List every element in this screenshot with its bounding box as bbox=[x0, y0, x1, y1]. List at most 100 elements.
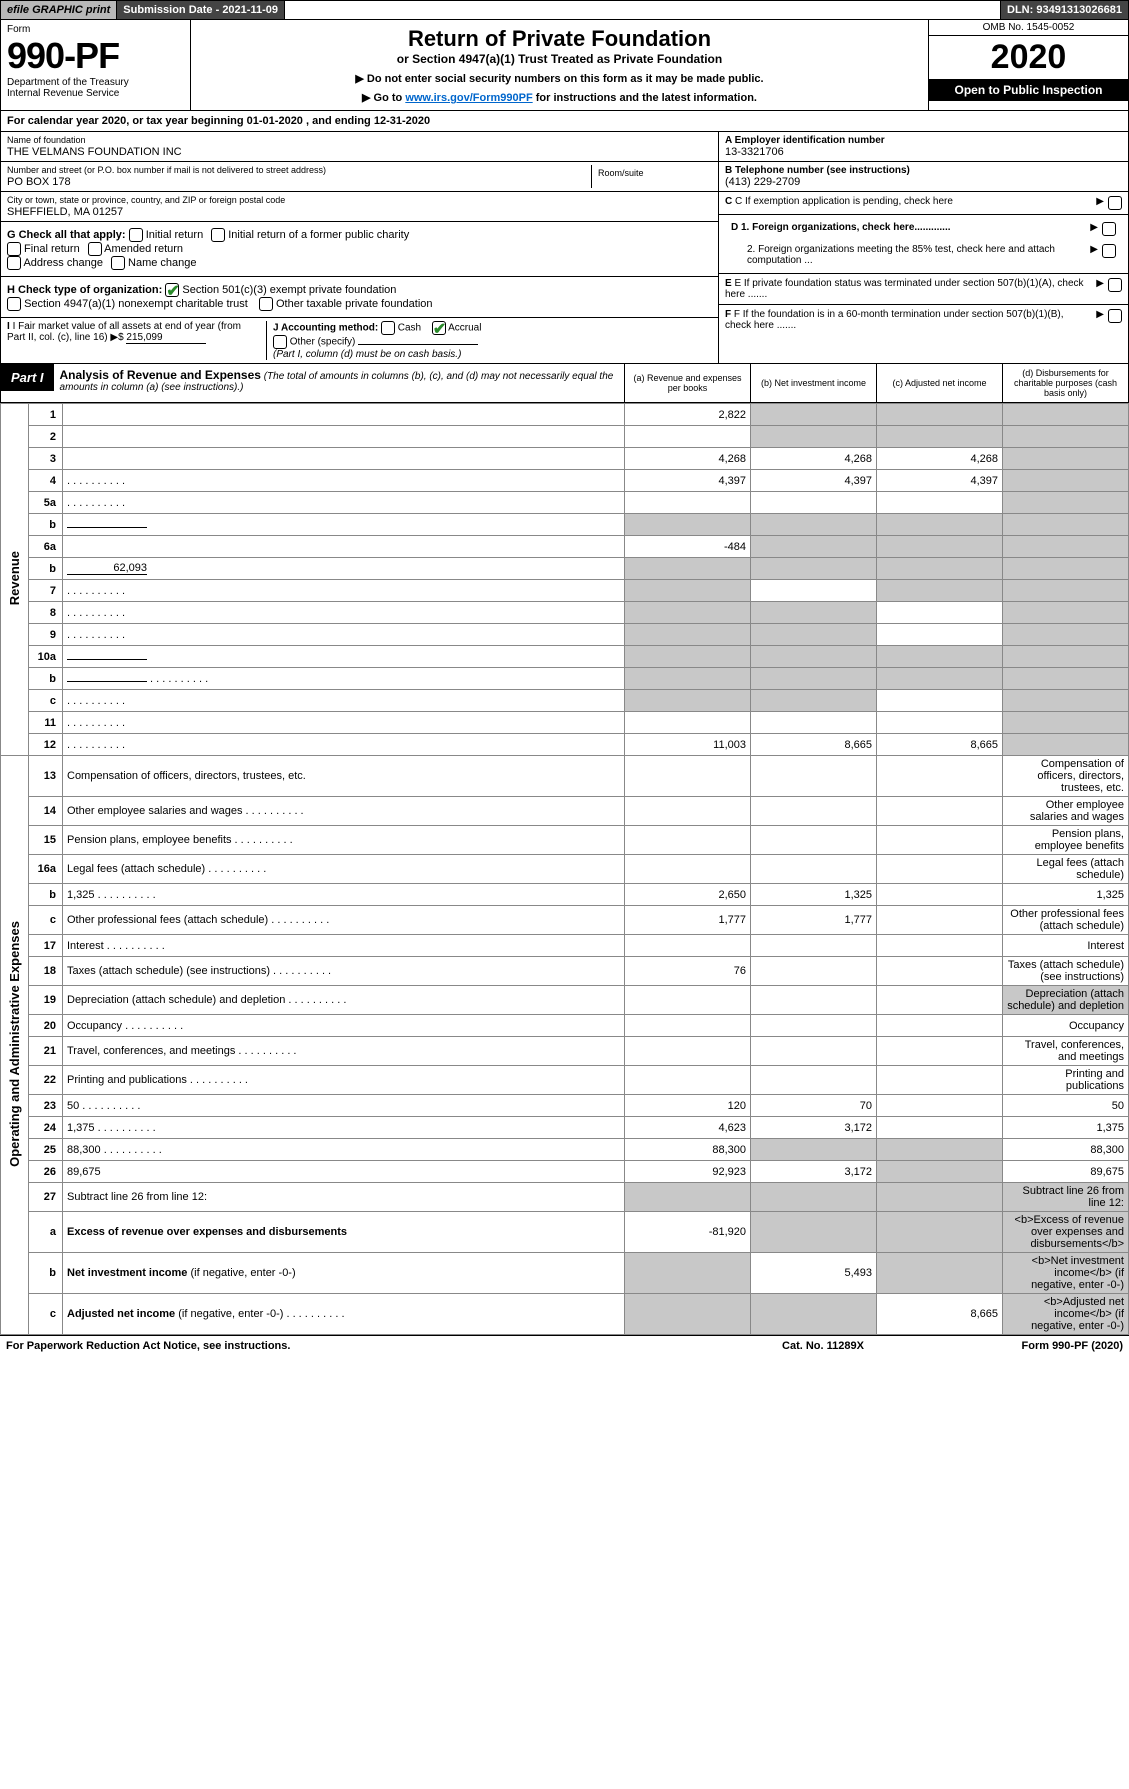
amt-d bbox=[1003, 668, 1129, 690]
amt-c bbox=[877, 1095, 1003, 1117]
line-desc: Subtract line 26 from line 12: bbox=[63, 1183, 625, 1212]
amt-c bbox=[877, 404, 1003, 426]
amt-d: Pension plans, employee benefits bbox=[1003, 826, 1129, 855]
form-link[interactable]: www.irs.gov/Form990PF bbox=[405, 92, 532, 104]
line-desc bbox=[63, 712, 625, 734]
amt-d: Taxes (attach schedule) (see instruction… bbox=[1003, 957, 1129, 986]
line-number: 22 bbox=[29, 1066, 63, 1095]
amt-a bbox=[625, 1066, 751, 1095]
i-j-row: I I Fair market value of all assets at e… bbox=[1, 318, 718, 363]
line-number: 12 bbox=[29, 734, 63, 756]
j-cash-checkbox[interactable] bbox=[381, 321, 395, 335]
g-check: G Check all that apply: Initial return I… bbox=[1, 222, 718, 277]
line-number: 4 bbox=[29, 470, 63, 492]
line-number: 2 bbox=[29, 426, 63, 448]
amt-d: <b>Net investment income</b> (if negativ… bbox=[1003, 1253, 1129, 1294]
g-checkbox-0[interactable] bbox=[129, 228, 143, 242]
col-d: (d) Disbursements for charitable purpose… bbox=[1002, 364, 1128, 402]
h3-checkbox[interactable] bbox=[259, 297, 273, 311]
amt-d: Travel, conferences, and meetings bbox=[1003, 1037, 1129, 1066]
calendar-year: For calendar year 2020, or tax year begi… bbox=[0, 111, 1129, 132]
line-number: 9 bbox=[29, 624, 63, 646]
line-desc bbox=[63, 734, 625, 756]
line-desc: Other professional fees (attach schedule… bbox=[63, 906, 625, 935]
line-number: 17 bbox=[29, 935, 63, 957]
amt-a: -81,920 bbox=[625, 1212, 751, 1253]
irs: Internal Revenue Service bbox=[7, 88, 184, 99]
j-other-checkbox[interactable] bbox=[273, 335, 287, 349]
c-checkbox[interactable] bbox=[1108, 196, 1122, 210]
f-checkbox[interactable] bbox=[1108, 309, 1122, 323]
amt-d bbox=[1003, 602, 1129, 624]
part1-table: Revenue12,822234,2684,2684,26844,3974,39… bbox=[0, 403, 1129, 1335]
h1-checkbox[interactable] bbox=[165, 283, 179, 297]
form-subtitle: or Section 4947(a)(1) Trust Treated as P… bbox=[197, 52, 922, 66]
g-checkbox-1[interactable] bbox=[211, 228, 225, 242]
amt-c bbox=[877, 935, 1003, 957]
line-desc: Excess of revenue over expenses and disb… bbox=[63, 1212, 625, 1253]
line-number: b bbox=[29, 884, 63, 906]
line-number: 1 bbox=[29, 404, 63, 426]
amt-b: 4,397 bbox=[751, 470, 877, 492]
amt-d bbox=[1003, 734, 1129, 756]
amt-d: Subtract line 26 from line 12: bbox=[1003, 1183, 1129, 1212]
amt-a: 120 bbox=[625, 1095, 751, 1117]
amt-c bbox=[877, 1066, 1003, 1095]
h2-checkbox[interactable] bbox=[7, 297, 21, 311]
amt-a bbox=[625, 1015, 751, 1037]
amt-a bbox=[625, 668, 751, 690]
footer: For Paperwork Reduction Act Notice, see … bbox=[0, 1335, 1129, 1356]
amt-d: Legal fees (attach schedule) bbox=[1003, 855, 1129, 884]
amt-b bbox=[751, 712, 877, 734]
tax-year: 2020 bbox=[929, 36, 1128, 79]
amt-d bbox=[1003, 624, 1129, 646]
amt-a: 1,777 bbox=[625, 906, 751, 935]
note1: ▶ Do not enter social security numbers o… bbox=[197, 72, 922, 85]
line-number: b bbox=[29, 514, 63, 536]
amt-b bbox=[751, 1037, 877, 1066]
amt-a: 11,003 bbox=[625, 734, 751, 756]
line-desc bbox=[63, 646, 625, 668]
e-checkbox[interactable] bbox=[1108, 278, 1122, 292]
col-b: (b) Net investment income bbox=[750, 364, 876, 402]
amt-b bbox=[751, 536, 877, 558]
amt-c bbox=[877, 986, 1003, 1015]
line-desc: 1,375 bbox=[63, 1117, 625, 1139]
line-number: 23 bbox=[29, 1095, 63, 1117]
line-desc: Legal fees (attach schedule) bbox=[63, 855, 625, 884]
amt-a: 88,300 bbox=[625, 1139, 751, 1161]
amt-b: 5,493 bbox=[751, 1253, 877, 1294]
amt-b bbox=[751, 646, 877, 668]
j-accrual-checkbox[interactable] bbox=[432, 321, 446, 335]
amt-d bbox=[1003, 712, 1129, 734]
amt-b bbox=[751, 1294, 877, 1335]
amt-d: Printing and publications bbox=[1003, 1066, 1129, 1095]
amt-c bbox=[877, 1139, 1003, 1161]
g-checkbox-3[interactable] bbox=[88, 242, 102, 256]
amt-a bbox=[625, 826, 751, 855]
address-row: Number and street (or P.O. box number if… bbox=[1, 162, 718, 192]
amt-d bbox=[1003, 426, 1129, 448]
line-desc bbox=[63, 514, 625, 536]
amt-a bbox=[625, 1253, 751, 1294]
g-checkbox-5[interactable] bbox=[111, 256, 125, 270]
amt-b: 4,268 bbox=[751, 448, 877, 470]
g-checkbox-4[interactable] bbox=[7, 256, 21, 270]
line-desc bbox=[63, 536, 625, 558]
amt-c bbox=[877, 668, 1003, 690]
amt-a bbox=[625, 558, 751, 580]
topbar: efile GRAPHIC print Submission Date - 20… bbox=[0, 0, 1129, 20]
d1-checkbox[interactable] bbox=[1102, 222, 1116, 236]
amt-a bbox=[625, 797, 751, 826]
g-checkbox-2[interactable] bbox=[7, 242, 21, 256]
line-desc bbox=[63, 470, 625, 492]
amt-b: 3,172 bbox=[751, 1161, 877, 1183]
amt-b bbox=[751, 426, 877, 448]
dln: DLN: 93491313026681 bbox=[1001, 1, 1128, 19]
amt-a bbox=[625, 514, 751, 536]
line-number: 18 bbox=[29, 957, 63, 986]
col-c: (c) Adjusted net income bbox=[876, 364, 1002, 402]
amt-a: 76 bbox=[625, 957, 751, 986]
d2-checkbox[interactable] bbox=[1102, 244, 1116, 258]
efile-label: efile GRAPHIC print bbox=[1, 1, 117, 19]
